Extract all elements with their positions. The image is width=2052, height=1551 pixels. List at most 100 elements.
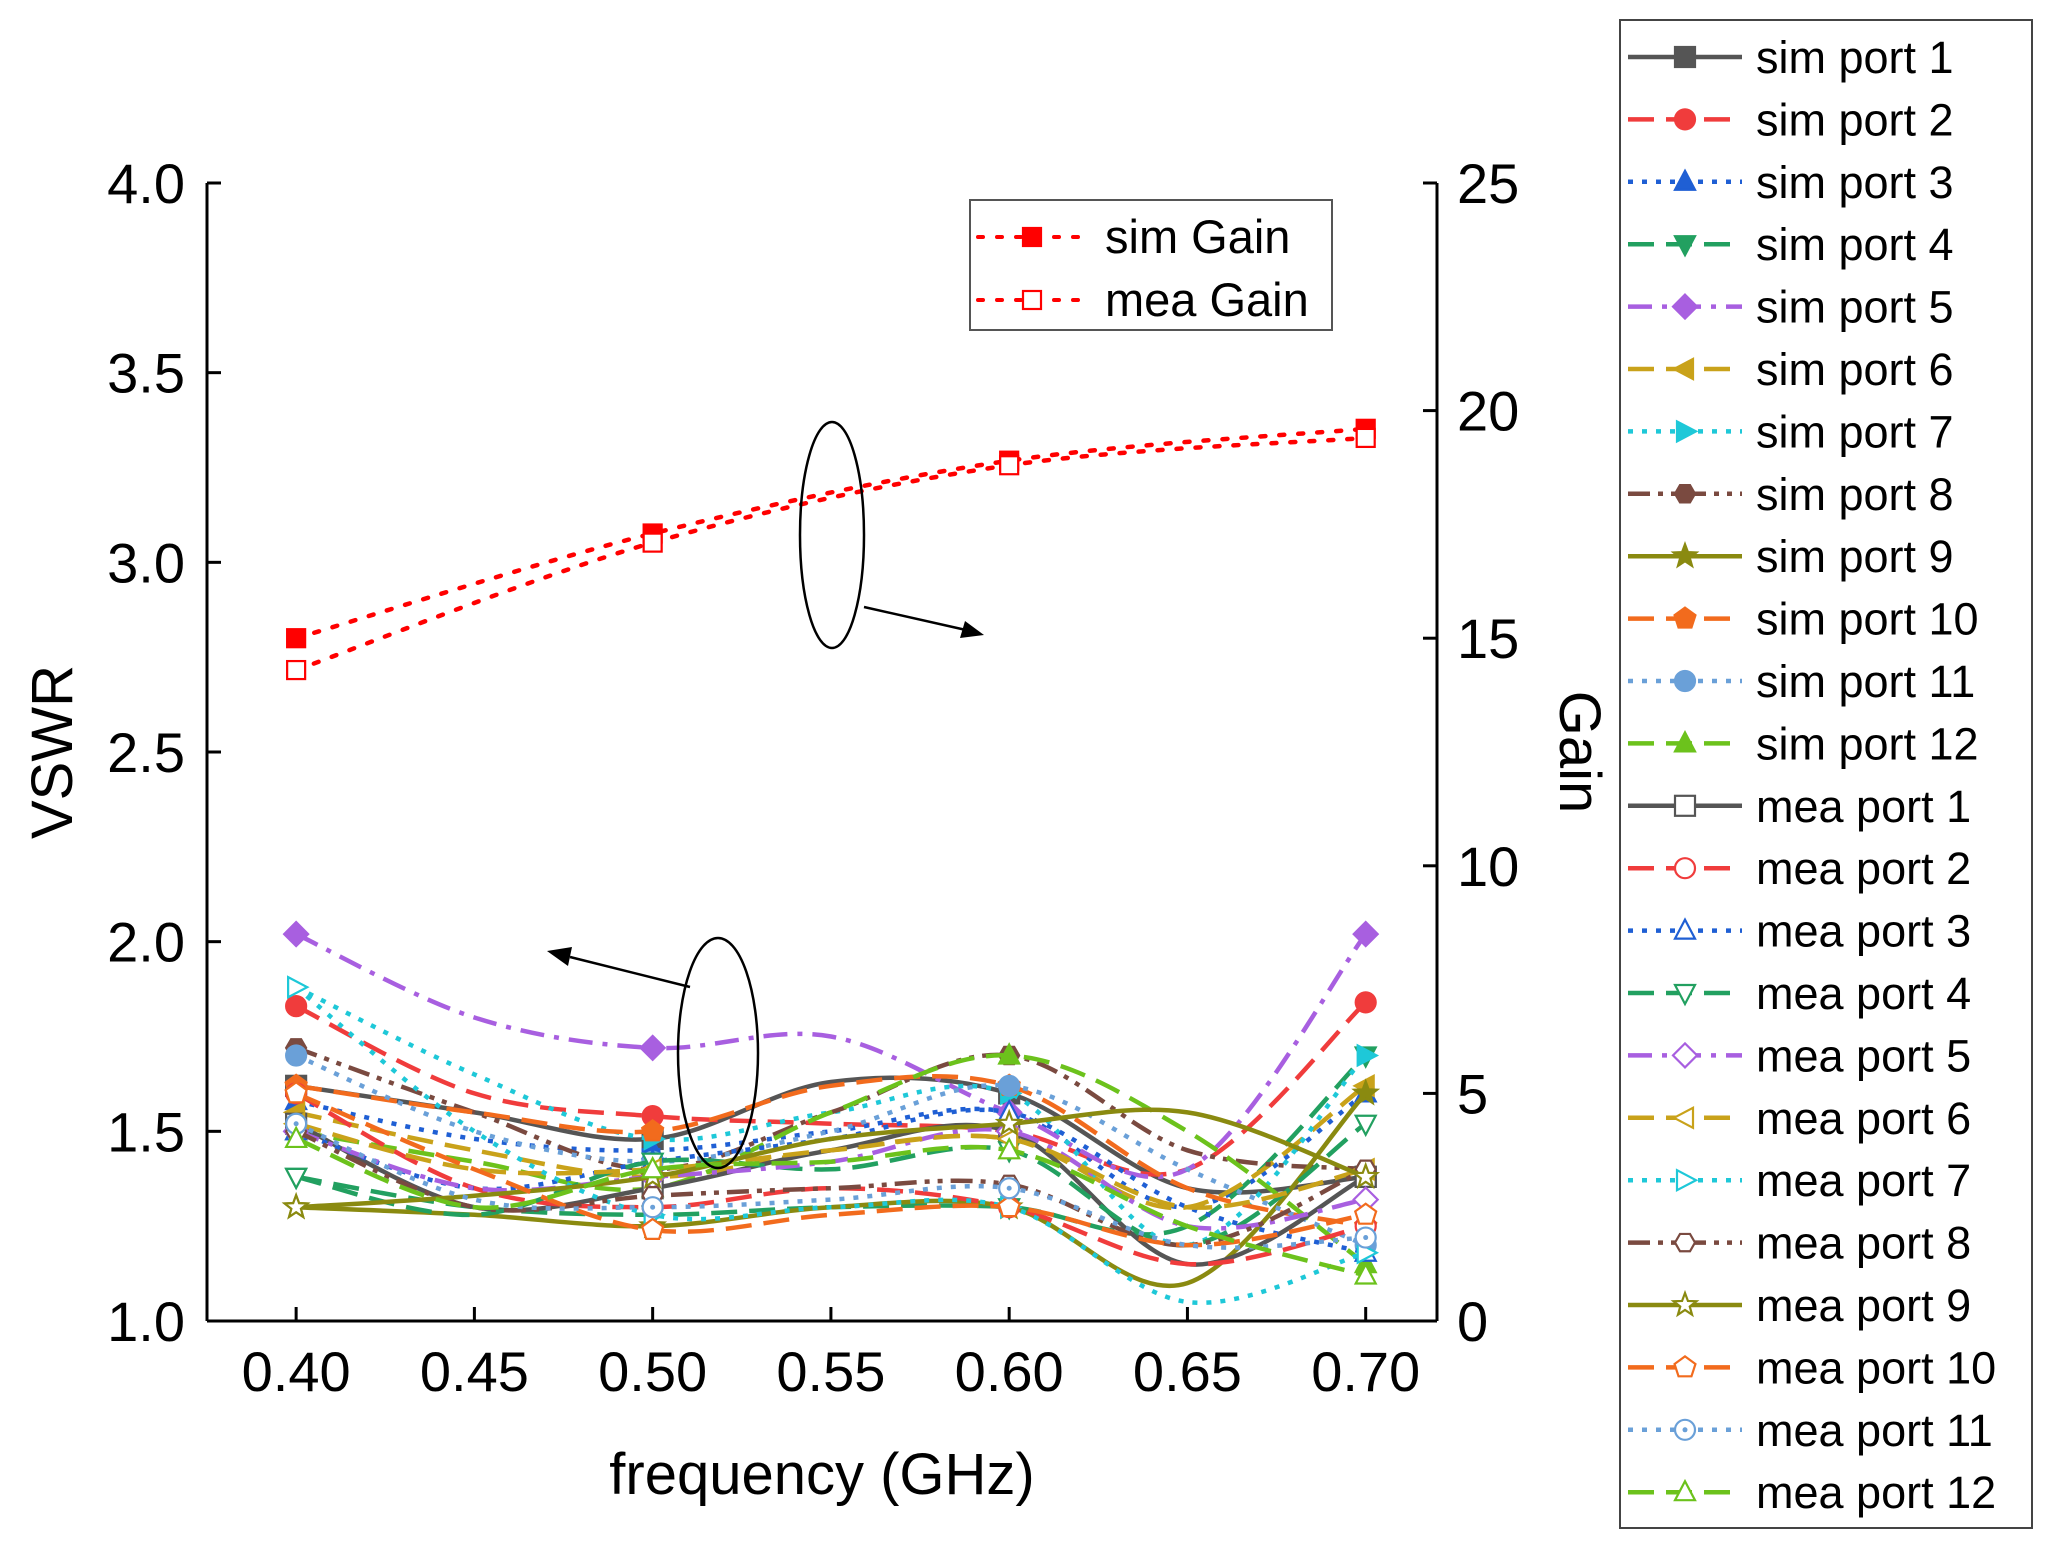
port-legend: sim port 1 sim port 2 sim port 3 sim port 4… — [1619, 19, 2033, 1529]
gain-legend-marker — [1021, 289, 1043, 311]
port-legend-label: mea port 9 — [1756, 1280, 1971, 1331]
gain-legend-label: sim Gain — [1105, 210, 1290, 263]
gain-right-axis-arrow — [863, 605, 967, 632]
port-legend-label: sim port 6 — [1756, 344, 1954, 395]
gain-line-sim-Gain — [293, 426, 1368, 641]
vswr-point-dot — [650, 1204, 656, 1210]
vswr-series-group — [281, 920, 1381, 1306]
port-legend-marker — [1673, 1232, 1697, 1253]
gain-point — [999, 455, 1020, 476]
vswr-point — [640, 1118, 665, 1142]
vswr-line-mea-port-9 — [295, 1107, 1367, 1210]
vswr-line-mea-port-3 — [295, 1107, 1367, 1255]
y-tick-label: 4.0 — [107, 152, 185, 215]
port-legend-box — [1619, 19, 2033, 1529]
vswr-point — [284, 1167, 308, 1191]
x-tick-label: 0.50 — [598, 1340, 707, 1403]
y2-tick-label: 25 — [1457, 152, 1519, 215]
vswr-point-dot — [1363, 1235, 1369, 1241]
gain-group-ellipse — [798, 420, 866, 650]
port-legend-marker — [1673, 484, 1697, 504]
vswr-point — [284, 1081, 308, 1104]
vswr-point — [997, 1042, 1021, 1065]
gain-legend-marker — [1021, 226, 1043, 248]
vswr-point — [287, 975, 310, 1000]
port-legend-label: sim port 12 — [1756, 718, 1979, 769]
vswr-line-sim-port-7 — [295, 985, 1368, 1248]
y2-axis-title: Gain — [1547, 691, 1612, 814]
x-tick-label: 0.55 — [776, 1340, 885, 1403]
annotations — [547, 420, 984, 1170]
port-legend-marker — [1673, 730, 1697, 753]
vswr-point — [640, 1217, 665, 1240]
vswr-point — [1351, 1078, 1381, 1106]
vswr-point — [997, 1194, 1021, 1218]
port-legend-marker — [1670, 541, 1700, 569]
y2-tick-label: 10 — [1457, 835, 1519, 898]
port-legend-marker — [1673, 606, 1697, 629]
vswr-arrowhead — [547, 947, 572, 966]
vswr-point — [640, 1155, 665, 1179]
vswr-point — [994, 1108, 1024, 1137]
gain-series-group — [286, 418, 1376, 681]
port-legend-label: mea port 6 — [1756, 1093, 1971, 1144]
vswr-point — [284, 1125, 308, 1149]
port-legend-label: sim port 7 — [1756, 406, 1954, 457]
port-legend-label: sim port 2 — [1756, 94, 1954, 145]
vswr-line-mea-port-12 — [295, 1136, 1367, 1278]
port-legend-label: mea port 11 — [1756, 1405, 1993, 1456]
port-legend-marker — [1673, 983, 1697, 1007]
vswr-line-mea-port-6 — [295, 1121, 1367, 1210]
gain-point — [286, 628, 307, 649]
port-legend-label: sim port 3 — [1756, 157, 1954, 208]
gain-line-mea-Gain — [293, 435, 1368, 673]
vswr-line-sim-port-10 — [295, 1073, 1367, 1229]
gain-point — [1355, 427, 1376, 449]
port-legend-label: mea port 12 — [1756, 1467, 1996, 1518]
y-tick-label: 3.0 — [107, 531, 185, 594]
port-legend-label: mea port 8 — [1756, 1218, 1971, 1269]
y2-tick-label: 15 — [1457, 607, 1519, 670]
vswr-point — [282, 920, 310, 948]
y-tick-label: 3.5 — [107, 342, 185, 405]
port-legend-marker — [1673, 1355, 1697, 1378]
port-legend-marker — [1673, 168, 1697, 191]
port-legend-label: sim port 5 — [1756, 282, 1954, 333]
vswr-line-sim-port-5 — [295, 932, 1368, 1180]
port-legend-marker — [1673, 108, 1697, 131]
x-axis-title: frequency (GHz) — [609, 1442, 1034, 1507]
vswr-group-ellipse — [676, 936, 760, 1170]
y2-tick-label: 20 — [1457, 380, 1519, 443]
port-legend-label: sim port 4 — [1756, 219, 1954, 270]
port-legend-label: sim port 9 — [1756, 531, 1954, 582]
port-legend-label: mea port 3 — [1756, 906, 1971, 957]
gain-arrowhead — [960, 621, 984, 638]
gain-legend-label: mea Gain — [1105, 273, 1309, 326]
port-legend-marker — [1673, 917, 1697, 940]
port-legend-label: mea port 10 — [1756, 1342, 1996, 1393]
y2-tick-label: 5 — [1457, 1062, 1488, 1125]
vswr-left-axis-arrow — [569, 955, 691, 989]
port-legend-label: mea port 4 — [1756, 968, 1971, 1019]
port-legend-label: sim port 1 — [1756, 32, 1954, 83]
gain-point — [642, 532, 663, 553]
x-tick-label: 0.45 — [420, 1340, 529, 1403]
gain-point — [286, 659, 307, 681]
x-tick-label: 0.60 — [955, 1340, 1064, 1403]
vswr-point — [1353, 1202, 1378, 1225]
vswr-point — [1354, 991, 1377, 1014]
port-legend-label: sim port 10 — [1756, 594, 1979, 645]
y-tick-label: 2.5 — [107, 721, 185, 784]
vswr-point — [281, 1192, 311, 1220]
y-axis-title: VSWR — [20, 665, 85, 839]
vswr-point-dot — [1006, 1185, 1012, 1191]
y-tick-label: 1.5 — [107, 1100, 185, 1163]
vswr-point — [1356, 1043, 1380, 1068]
vswr-point — [1353, 1114, 1378, 1138]
port-legend-marker — [1673, 857, 1697, 880]
vswr-point-dot — [293, 1121, 299, 1127]
port-legend-marker — [1673, 1478, 1697, 1502]
x-tick-label: 0.40 — [242, 1340, 351, 1403]
y2-tick-label: 0 — [1457, 1290, 1488, 1353]
port-legend-label: mea port 1 — [1756, 781, 1971, 832]
